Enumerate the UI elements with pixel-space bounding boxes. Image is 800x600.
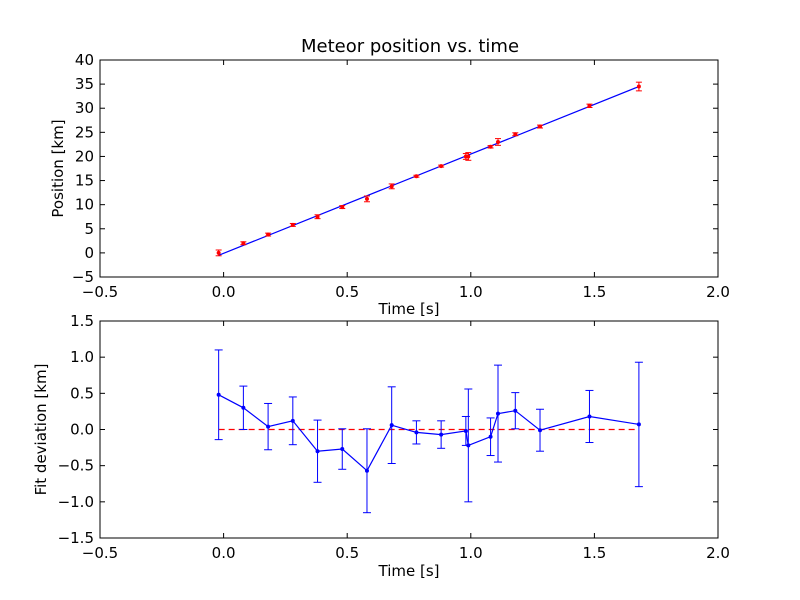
deviation-point — [495, 411, 500, 416]
position-y-tick-label: 40 — [75, 51, 94, 69]
deviation-point — [389, 423, 394, 428]
deviation-y-tick-label: 1.0 — [70, 348, 94, 366]
deviation-chart-y-ticks: −1.5 −1.0 −0.5 0.0 0.5 1.0 1.5 — [58, 312, 718, 547]
deviation-point — [636, 422, 641, 427]
position-x-tick-label: 0.0 — [212, 283, 236, 301]
position-y-tick-label: 15 — [75, 172, 94, 190]
deviation-chart: −0.5 0.0 0.5 1.0 1.5 2.0 −1.5 −1.0 −0.5 0.0 0.5 1.… — [32, 312, 730, 580]
position-point — [466, 154, 471, 159]
deviation-y-tick-label: −1.0 — [58, 493, 94, 511]
deviation-y-tick-label: 0.0 — [70, 421, 94, 439]
deviation-chart-marks — [214, 349, 643, 514]
position-point — [414, 174, 419, 179]
position-y-tick-label: 25 — [75, 123, 94, 141]
position-point — [439, 164, 444, 169]
deviation-x-tick-label: 2.0 — [706, 544, 730, 562]
deviation-point — [488, 434, 493, 439]
position-chart-x-ticks: −0.5 0.0 0.5 1.0 1.5 2.0 — [82, 60, 730, 301]
position-x-tick-label: 2.0 — [706, 283, 730, 301]
position-y-tick-label: 20 — [75, 147, 94, 165]
deviation-point — [241, 405, 246, 410]
position-y-tick-label: −5 — [72, 268, 94, 286]
deviation-point — [340, 447, 345, 452]
position-point — [488, 144, 493, 149]
deviation-y-tick-label: −1.5 — [58, 529, 94, 547]
deviation-point — [266, 424, 271, 429]
deviation-chart-x-ticks: −0.5 0.0 0.5 1.0 1.5 2.0 — [82, 321, 730, 562]
position-y-tick-label: 10 — [75, 196, 94, 214]
deviation-point — [463, 428, 468, 433]
fit-line — [218, 85, 640, 256]
deviation-chart-y-label: Fit deviation [km] — [32, 364, 50, 496]
position-y-tick-label: 0 — [84, 244, 94, 262]
position-point — [290, 222, 295, 227]
deviation-point — [364, 468, 369, 473]
position-point — [587, 103, 592, 108]
position-x-tick-label: 1.5 — [582, 283, 606, 301]
position-y-tick-label: 35 — [75, 75, 94, 93]
position-chart-frame — [99, 59, 719, 278]
deviation-point — [587, 414, 592, 419]
position-y-tick-label: 30 — [75, 99, 94, 117]
position-chart-marks — [215, 81, 642, 257]
deviation-point — [315, 449, 320, 454]
position-point — [513, 132, 518, 137]
deviation-x-tick-label: 1.0 — [459, 544, 483, 562]
position-chart-y-label: Position [km] — [49, 119, 67, 217]
position-x-tick-label: 0.5 — [335, 283, 359, 301]
deviation-x-tick-label: 0.0 — [212, 544, 236, 562]
position-chart-y-ticks: −5 0 5 10 15 20 25 30 35 40 — [72, 51, 718, 286]
deviation-point — [466, 443, 471, 448]
position-y-tick-label: 5 — [84, 220, 94, 238]
position-chart-title: Meteor position vs. time — [301, 36, 519, 57]
position-point — [364, 196, 369, 201]
deviation-line — [218, 394, 639, 472]
position-point — [266, 232, 271, 237]
deviation-x-tick-label: −0.5 — [82, 544, 118, 562]
deviation-point — [439, 432, 444, 437]
position-chart-x-label: Time [s] — [378, 300, 440, 318]
deviation-chart-x-label: Time [s] — [378, 562, 440, 580]
position-point — [241, 241, 246, 246]
position-point — [538, 124, 543, 129]
position-chart: Meteor position vs. time −0.5 0.0 0.5 1.0 1.… — [49, 36, 730, 318]
position-point — [389, 184, 394, 189]
position-point — [636, 84, 641, 89]
deviation-x-tick-label: 1.5 — [582, 544, 606, 562]
position-point — [495, 139, 500, 144]
deviation-y-tick-label: −0.5 — [58, 457, 94, 475]
position-point — [315, 214, 320, 219]
position-x-tick-label: 1.0 — [459, 283, 483, 301]
deviation-point — [290, 418, 295, 423]
deviation-point — [538, 428, 543, 433]
deviation-y-tick-label: 0.5 — [70, 384, 94, 402]
deviation-y-tick-label: 1.5 — [70, 312, 94, 330]
deviation-x-tick-label: 0.5 — [335, 544, 359, 562]
position-point — [340, 205, 345, 210]
position-point — [216, 250, 221, 255]
position-x-tick-label: −0.5 — [82, 283, 118, 301]
deviation-point — [216, 392, 221, 397]
deviation-point — [414, 430, 419, 435]
deviation-point — [513, 408, 518, 413]
